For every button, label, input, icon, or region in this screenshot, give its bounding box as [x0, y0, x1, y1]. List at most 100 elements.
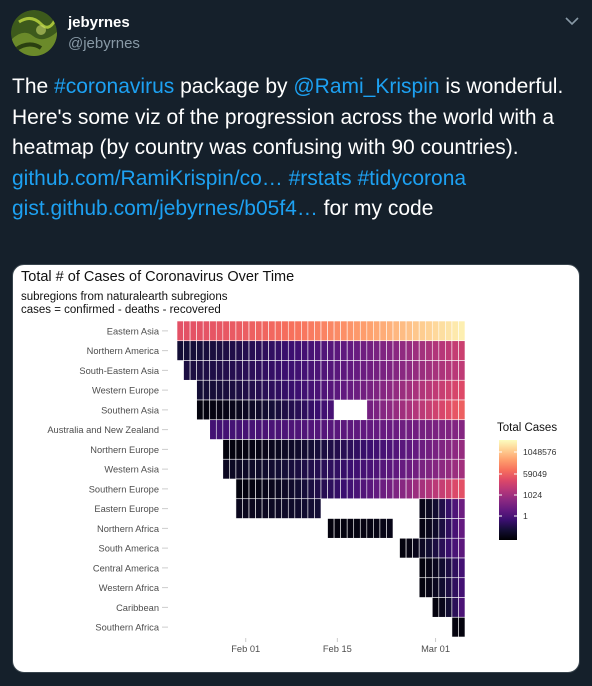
heatmap-cell [458, 518, 466, 539]
heatmap-cell [438, 360, 446, 381]
heatmap-cell [366, 379, 374, 401]
heatmap-cell [425, 379, 433, 401]
heatmap-cell [438, 419, 446, 440]
heatmap-cell [307, 458, 315, 480]
heatmap-cell [294, 379, 302, 401]
heatmap-cell [301, 320, 309, 342]
heatmap-cell [379, 360, 387, 381]
heatmap-cell [412, 458, 420, 480]
heatmap-cell [261, 399, 269, 421]
heatmap-cell [412, 478, 420, 500]
heatmap-cell [281, 478, 289, 500]
heatmap-cell [405, 340, 413, 361]
chart-title: Total # of Cases of Coronavirus Over Tim… [21, 269, 295, 285]
heatmap-cell [327, 399, 335, 421]
heatmap-cell [405, 537, 413, 559]
heatmap-cell [340, 320, 348, 342]
heatmap-cell [346, 439, 355, 460]
heatmap-cell [392, 360, 400, 381]
heatmap-cell [229, 458, 237, 480]
heatmap-cell [438, 577, 446, 598]
heatmap-cell [261, 439, 269, 460]
heatmap-cell [235, 478, 243, 500]
heatmap-cell [255, 379, 263, 401]
heatmap-cell [438, 518, 446, 539]
display-name[interactable]: jebyrnes [68, 14, 130, 31]
heatmap-cell [386, 360, 394, 381]
heatmap-cell [242, 320, 250, 342]
heatmap-cell [307, 498, 315, 519]
heatmap-cell [458, 557, 466, 579]
heatmap-cell [458, 478, 466, 500]
heatmap-cell [248, 340, 256, 361]
heatmap-cell [255, 399, 263, 421]
heatmap-cell [340, 458, 348, 480]
hashtag-tidycorona-link[interactable]: #tidycorona [357, 166, 467, 190]
heatmap-cell [287, 419, 296, 440]
heatmap-cell [235, 458, 243, 480]
heatmap-cell [373, 458, 381, 480]
heatmap-cell [379, 478, 387, 500]
heatmap-cell [405, 399, 413, 421]
heatmap-cell [405, 478, 413, 500]
legend-label: 1048576 [523, 447, 557, 457]
heatmap-cell [222, 379, 230, 401]
heatmap-cell [222, 419, 230, 440]
heatmap-cell [392, 458, 400, 480]
heatmap-cell [445, 537, 453, 559]
heatmap-cell [418, 557, 427, 579]
heatmap-cell [379, 399, 387, 421]
heatmap-cell [438, 340, 446, 361]
heatmap-cell [418, 320, 427, 342]
heatmap-cell [327, 478, 335, 500]
heatmap-cell [366, 320, 374, 342]
heatmap-cell [248, 498, 256, 519]
heatmap-cell [418, 498, 427, 519]
tweet-image-card[interactable]: Total # of Cases of Coronavirus Over Tim… [12, 264, 580, 673]
heatmap-cell [458, 399, 466, 421]
tweet-text-segment: The [12, 75, 55, 98]
heatmap-cell [386, 518, 394, 539]
heatmap-cell [451, 379, 459, 401]
heatmap-cell [425, 439, 433, 460]
heatmap-cell [229, 439, 237, 460]
heatmap-cell [281, 340, 289, 361]
heatmap-cell [425, 419, 433, 440]
heatmap-cell [418, 360, 427, 381]
github-link[interactable]: github.com/RamiKrispin/co… [12, 166, 283, 190]
mention-rami-link[interactable]: @Rami_Krispin [293, 75, 440, 98]
heatmap-cell [425, 399, 433, 421]
chevron-down-icon[interactable] [563, 15, 581, 27]
heatmap-cell [386, 340, 394, 361]
user-handle[interactable]: @jebyrnes [68, 35, 140, 52]
heatmap-cell [287, 340, 296, 361]
heatmap-cell [301, 379, 309, 401]
heatmap-cell [359, 340, 368, 361]
heatmap-cell [353, 439, 361, 460]
heatmap-cell [458, 537, 466, 559]
heatmap-cell [346, 340, 355, 361]
x-tick-label: Feb 01 [231, 644, 260, 654]
heatmap-cell [386, 439, 394, 460]
gist-link[interactable]: gist.github.com/jebyrnes/b05f4… [12, 197, 318, 220]
heatmap-cell [314, 498, 322, 519]
heatmap-cell [458, 379, 466, 401]
heatmap-cell [235, 360, 243, 381]
heatmap-cell [274, 498, 283, 519]
heatmap-cell [301, 439, 309, 460]
hashtag-rstats-link[interactable]: #rstats [288, 166, 352, 190]
heatmap-cell [255, 340, 263, 361]
heatmap-cell [183, 360, 191, 381]
hashtag-coronavirus-link[interactable]: #coronavirus [54, 75, 175, 98]
y-tick-label: Australia and New Zealand [47, 425, 159, 435]
heatmap-cell [229, 340, 237, 361]
heatmap-cell [222, 458, 230, 480]
heatmap-cell [294, 320, 302, 342]
user-avatar[interactable] [11, 10, 57, 56]
heatmap-cell [268, 399, 276, 421]
heatmap-cell [287, 439, 296, 460]
heatmap-cell [346, 320, 355, 342]
heatmap-cell [274, 320, 283, 342]
heatmap-cell [215, 340, 224, 361]
y-tick-label: Caribbean [116, 603, 159, 613]
